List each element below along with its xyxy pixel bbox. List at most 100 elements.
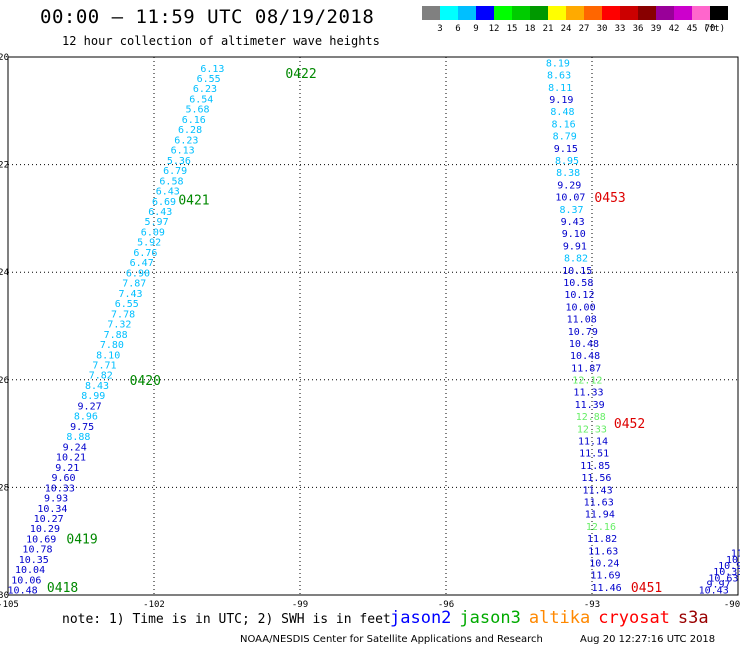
legend-s3a: s3a <box>677 608 709 628</box>
wave-height-value: 8.82 <box>564 254 588 265</box>
wave-height-value: 7.78 <box>111 309 135 320</box>
wave-height-value: 11. <box>739 543 740 554</box>
pass-time-label: 0419 <box>66 533 97 548</box>
wave-height-value: 8.48 <box>550 107 574 118</box>
wave-height-value: 8.43 <box>85 381 109 392</box>
wave-height-value: 10.8 <box>726 555 740 566</box>
wave-height-value: 11.39 <box>575 400 605 411</box>
wave-height-value: 6.09 <box>141 227 165 238</box>
credit-line: NOAA/NESDIS Center for Satellite Applica… <box>240 634 543 645</box>
wave-height-value: 9.21 <box>55 463 79 474</box>
wave-height-value: 12.33 <box>577 424 607 435</box>
wave-height-value: 9.91 <box>563 241 587 252</box>
wave-height-value: 9.19 <box>549 95 573 106</box>
legend-jason3: jason3 <box>459 608 521 628</box>
wave-height-value: 11.51 <box>579 449 609 460</box>
color-scale-label: 45 <box>687 24 698 34</box>
wave-height-value: 8.99 <box>81 391 105 402</box>
wave-height-value: 12.88 <box>576 412 606 423</box>
color-scale-label: 6 <box>455 24 460 34</box>
wave-height-value: 11.94 <box>585 510 615 521</box>
color-swatch <box>692 6 710 20</box>
wave-height-value: 11.46 <box>592 583 622 594</box>
color-swatch <box>620 6 638 20</box>
wave-height-value: 6.55 <box>115 299 139 310</box>
color-scale-label: 3 <box>437 24 442 34</box>
color-swatch <box>602 6 620 20</box>
color-scale-label: 36 <box>633 24 644 34</box>
color-swatch <box>548 6 566 20</box>
pass-time-label: 0451 <box>631 581 662 596</box>
wave-height-value: 10.24 <box>589 559 619 570</box>
color-scale-label: 15 <box>507 24 518 34</box>
pass-time-label: 0422 <box>285 67 316 82</box>
wave-height-value: 8.38 <box>556 168 580 179</box>
wave-height-value: 6.76 <box>133 248 157 259</box>
wave-height-value: 9.60 <box>51 473 75 484</box>
x-tick-label: -102 <box>143 600 165 610</box>
wave-height-value: 10.33 <box>713 567 740 578</box>
color-swatch <box>458 6 476 20</box>
wave-height-value: 7.88 <box>104 330 128 341</box>
pass-time-label: 0453 <box>594 191 625 206</box>
legend-cryosat: cryosat <box>598 608 670 628</box>
wave-height-value: 8.63 <box>547 71 571 82</box>
wave-height-value: 8.11 <box>548 83 572 94</box>
wave-height-value: 10.69 <box>26 534 56 545</box>
wave-height-value: 10.29 <box>30 524 60 535</box>
wave-height-value: 10.48 <box>8 586 38 597</box>
wave-height-value: 9.93 <box>44 494 68 505</box>
wave-height-value: 10.48 <box>570 351 600 362</box>
wave-height-value: 8.37 <box>559 205 583 216</box>
color-swatch <box>710 6 728 20</box>
wave-height-value: 12.16 <box>586 522 616 533</box>
wave-height-value: 8.96 <box>74 412 98 423</box>
wave-height-value: 6.13 <box>200 64 224 75</box>
wave-height-value: 8.95 <box>555 156 579 167</box>
wave-height-value: 6.28 <box>178 125 202 136</box>
color-scale-label: 39 <box>651 24 662 34</box>
color-scale-bar: 3 6 9 12 15 18 21 24 27 30 33 36 39 42 45 70(ft) <box>422 6 728 34</box>
wave-height-value: 11.63 <box>588 546 618 557</box>
color-swatch <box>422 6 440 20</box>
wave-height-value: 8.19 <box>546 58 570 69</box>
color-scale-label: 42 <box>669 24 680 34</box>
wave-height-value: 9.97 <box>706 579 730 590</box>
wave-height-value: 5.36 <box>167 156 191 167</box>
wave-height-value: 6.54 <box>189 94 213 105</box>
wave-height-value: 5.97 <box>145 217 169 228</box>
x-tick-label: -105 <box>0 600 19 610</box>
color-swatch <box>440 6 458 20</box>
color-swatch <box>494 6 512 20</box>
wave-height-value: 8.10 <box>96 350 120 361</box>
color-swatch <box>512 6 530 20</box>
color-scale-label: 18 <box>525 24 536 34</box>
color-swatch <box>476 6 494 20</box>
wave-height-value: 11.43 <box>582 485 612 496</box>
wave-height-value: 11.56 <box>581 473 611 484</box>
wave-height-value: 6.43 <box>148 207 172 218</box>
wave-height-value: 10.12 <box>564 290 594 301</box>
wave-height-value: 11.6 <box>731 549 740 560</box>
color-swatch <box>566 6 584 20</box>
wave-height-value: 10.48 <box>569 339 599 350</box>
map-subtitle: 12 hour collection of altimeter wave hei… <box>62 34 380 48</box>
color-swatch <box>584 6 602 20</box>
y-tick-label: -26 <box>0 376 9 386</box>
wave-height-value: 10.98 <box>718 561 740 572</box>
wave-height-value: 11.08 <box>567 315 597 326</box>
wave-height-value: 10.63 <box>708 573 738 584</box>
wave-height-value: 11.82 <box>587 534 617 545</box>
wave-height-map: -105 -102 -99 -96 -93 -90 -20 -22 -24 -26 -28 -30 6.… <box>0 53 740 610</box>
wave-height-value: 8.88 <box>66 432 90 443</box>
wave-height-value: 6.55 <box>197 74 221 85</box>
wave-height-value: 10.00 <box>566 302 596 313</box>
color-swatch <box>638 6 656 20</box>
wave-height-value: 5.92 <box>137 238 161 249</box>
wave-height-value: 6.58 <box>159 176 183 187</box>
wave-height-value: 9.24 <box>63 442 87 453</box>
color-scale-label: 21 <box>543 24 554 34</box>
footnote: note: 1) Time is in UTC; 2) SWH is in fe… <box>62 612 391 627</box>
wave-height-value: 6.13 <box>171 146 195 157</box>
color-scale-label: 70 <box>705 24 716 34</box>
